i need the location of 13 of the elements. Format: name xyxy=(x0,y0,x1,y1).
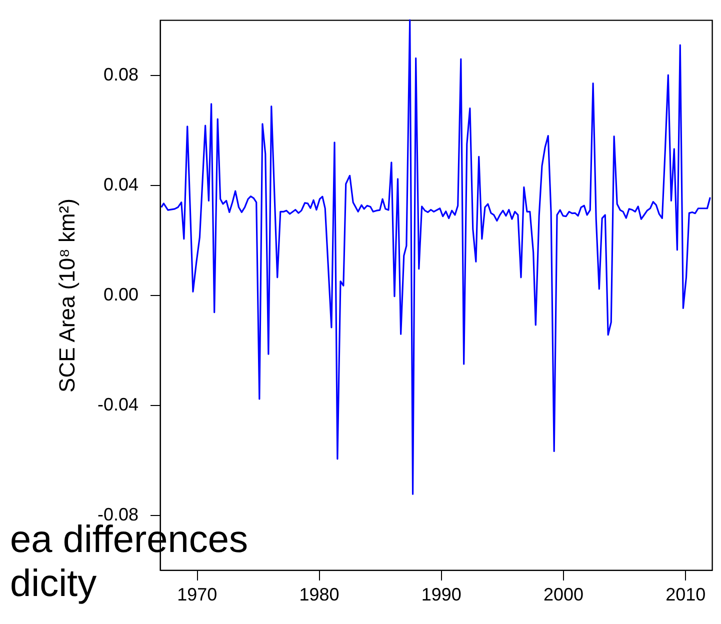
y-tick-label: -0.08 xyxy=(97,504,138,524)
y-tick-label: 0.00 xyxy=(103,284,138,304)
x-tick-label: 1970 xyxy=(177,584,218,604)
y-tick-label: 0.08 xyxy=(103,64,138,84)
y-tick-label: -0.04 xyxy=(97,394,138,414)
x-tick-label: 2010 xyxy=(666,584,706,604)
x-tick-label: 1980 xyxy=(299,584,340,604)
y-tick-label: 0.04 xyxy=(103,174,138,194)
y-axis-title: SCE Area (10⁸ km²) xyxy=(54,198,80,392)
text: dicity xyxy=(10,563,97,605)
x-tick-label: 2000 xyxy=(543,584,584,604)
line-series xyxy=(160,19,711,495)
x-tick-label: 1990 xyxy=(421,584,462,604)
